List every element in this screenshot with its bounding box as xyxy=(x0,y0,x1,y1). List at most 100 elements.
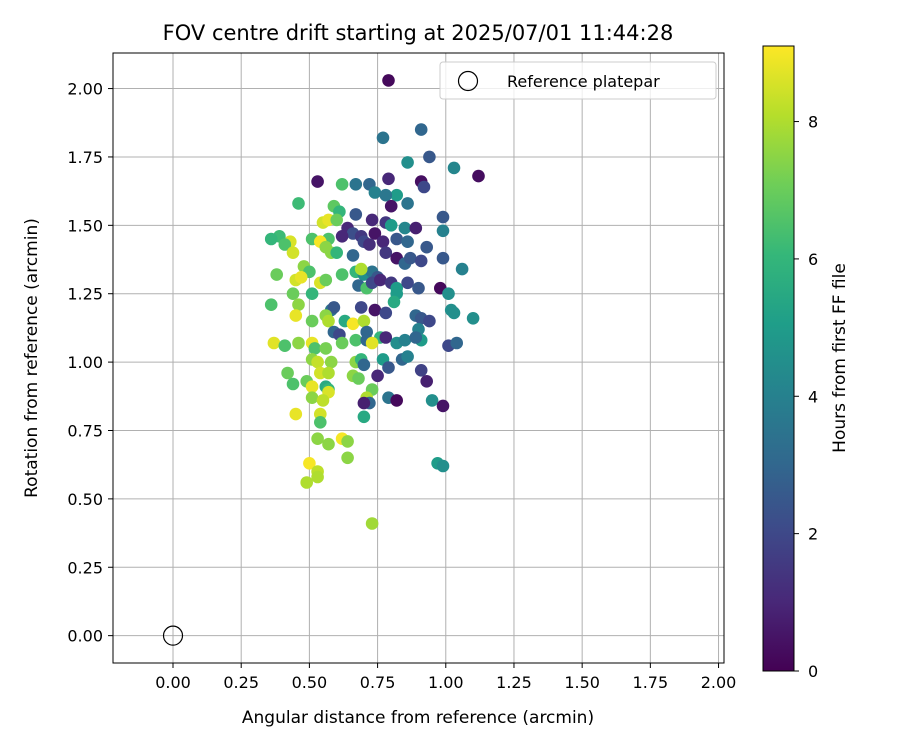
data-points xyxy=(264,74,485,530)
data-point xyxy=(436,210,450,224)
data-point xyxy=(472,169,485,183)
x-tick-label: 1.75 xyxy=(633,673,669,692)
data-point xyxy=(357,314,371,328)
data-point xyxy=(270,268,284,281)
data-point xyxy=(267,336,281,350)
x-tick-label: 0.50 xyxy=(292,673,328,692)
data-point xyxy=(292,336,305,350)
data-point xyxy=(384,219,398,232)
reference-platepar-marker xyxy=(162,625,184,646)
data-point xyxy=(346,249,360,262)
data-point xyxy=(327,301,341,314)
data-point xyxy=(322,437,335,451)
data-point xyxy=(382,361,395,374)
data-point xyxy=(311,470,324,484)
data-point xyxy=(289,309,303,322)
data-point xyxy=(384,199,398,213)
data-point xyxy=(352,372,365,385)
data-point xyxy=(311,175,324,188)
grid-lines xyxy=(113,53,724,663)
data-point xyxy=(401,156,414,169)
data-point xyxy=(436,459,450,473)
data-point xyxy=(308,342,322,355)
y-tick-label: 1.25 xyxy=(67,285,103,304)
data-point xyxy=(368,227,382,240)
data-point xyxy=(349,333,363,347)
colorbar-tick-label: 8 xyxy=(808,113,818,132)
colorbar-tick-label: 2 xyxy=(808,525,818,544)
data-point xyxy=(436,224,450,238)
data-point xyxy=(319,273,333,287)
data-point xyxy=(423,150,436,164)
x-tick-label: 2.00 xyxy=(701,673,737,692)
data-point xyxy=(316,394,330,407)
data-point xyxy=(382,172,395,186)
colorbar-ticks: 0 2 4 6 8 xyxy=(794,113,818,681)
colorbar-frame xyxy=(762,45,795,672)
legend-box xyxy=(439,61,717,100)
data-point xyxy=(436,251,450,265)
data-point xyxy=(278,339,292,353)
data-point xyxy=(322,366,335,380)
chart-title: FOV centre drift starting at 2025/07/01 … xyxy=(163,21,674,45)
data-point xyxy=(294,271,308,284)
data-point xyxy=(314,416,327,429)
data-point xyxy=(264,232,278,246)
y-tick-label: 1.75 xyxy=(67,148,103,167)
y-tick-label: 0.25 xyxy=(67,558,103,577)
data-point xyxy=(349,178,363,191)
data-point xyxy=(379,246,393,259)
data-point xyxy=(292,197,305,210)
data-point xyxy=(374,273,387,287)
data-point xyxy=(365,213,379,227)
data-point xyxy=(330,246,344,259)
data-point xyxy=(401,350,414,363)
data-point xyxy=(414,254,428,268)
data-point xyxy=(442,287,455,301)
data-point xyxy=(447,306,461,320)
data-point xyxy=(335,268,349,281)
data-point xyxy=(390,232,404,246)
data-point xyxy=(368,186,382,199)
data-point xyxy=(379,188,393,202)
data-point xyxy=(414,364,428,377)
y-axis-ticks: 0.00 0.25 0.50 0.75 1.00 1.25 1.50 1.75 2.00 xyxy=(67,80,113,646)
data-point xyxy=(354,301,368,314)
x-axis-label: Angular distance from reference (arcmin) xyxy=(242,708,594,728)
data-point xyxy=(278,238,292,251)
data-point xyxy=(412,281,425,295)
x-axis-ticks: 0.00 0.25 0.50 0.75 1.00 1.25 1.50 1.75 2.00 xyxy=(155,663,736,692)
x-tick-label: 1.25 xyxy=(496,673,532,692)
data-point xyxy=(382,74,395,87)
x-tick-label: 1.00 xyxy=(428,673,464,692)
data-point xyxy=(404,251,417,265)
data-point xyxy=(450,336,464,350)
data-point xyxy=(365,336,379,350)
data-point xyxy=(357,410,371,424)
data-point xyxy=(420,375,434,388)
data-point xyxy=(281,366,294,380)
data-point xyxy=(303,457,316,470)
data-point xyxy=(341,435,354,448)
x-tick-label: 1.50 xyxy=(564,673,600,692)
data-point xyxy=(379,306,393,320)
data-point xyxy=(357,396,371,410)
data-point xyxy=(379,331,393,344)
data-point xyxy=(409,221,423,235)
data-point xyxy=(376,235,390,248)
data-point xyxy=(305,287,319,301)
data-point xyxy=(330,213,344,227)
data-point xyxy=(305,391,319,405)
data-point xyxy=(354,262,368,276)
data-point xyxy=(376,131,390,145)
x-tick-label: 0.25 xyxy=(223,673,259,692)
data-point xyxy=(363,238,376,251)
data-point xyxy=(455,262,469,276)
x-tick-label: 0.75 xyxy=(360,673,396,692)
data-point xyxy=(346,317,360,331)
legend: Reference platepar xyxy=(439,61,717,100)
y-axis-label: Rotation from reference (arcmin) xyxy=(22,218,42,498)
data-point xyxy=(371,369,384,383)
data-point xyxy=(324,355,338,369)
data-point xyxy=(300,476,314,489)
